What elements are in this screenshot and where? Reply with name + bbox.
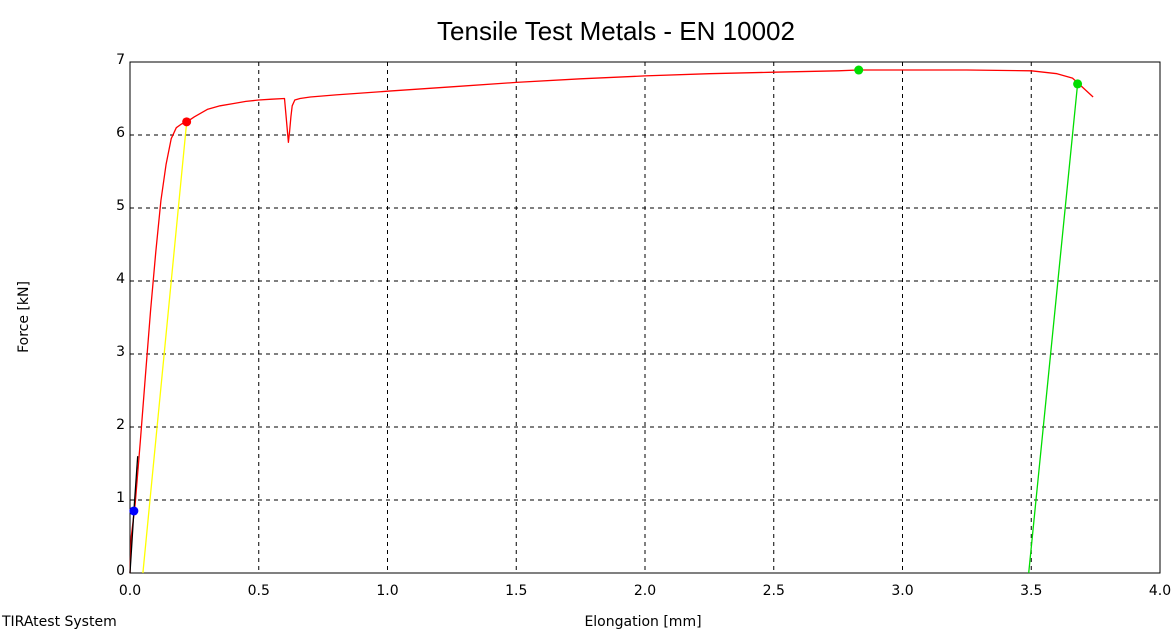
y-tick-label: 3 xyxy=(116,344,125,360)
x-tick-label: 0.0 xyxy=(119,583,141,599)
chart-title: Tensile Test Metals - EN 10002 xyxy=(437,16,795,46)
series-line-3 xyxy=(1028,83,1079,574)
x-tick-label: 0.5 xyxy=(248,583,270,599)
grid xyxy=(130,62,1160,573)
x-tick-label: 1.5 xyxy=(505,583,527,599)
x-tick-label: 4.0 xyxy=(1149,583,1171,599)
series-line-0 xyxy=(129,69,1094,574)
x-tick-label: 2.5 xyxy=(763,583,785,599)
y-tick-label: 2 xyxy=(116,417,125,433)
y-tick-label: 0 xyxy=(116,563,125,579)
series-lines xyxy=(129,69,1094,574)
series-line-2 xyxy=(142,121,188,574)
data-marker-0 xyxy=(129,506,139,516)
data-marker-1 xyxy=(182,117,192,127)
plot-area-frame xyxy=(129,61,1161,574)
x-tick-label: 1.0 xyxy=(376,583,398,599)
footer-text: TIRAtest System xyxy=(1,614,117,630)
x-tick-label: 3.5 xyxy=(1020,583,1042,599)
data-marker-2 xyxy=(854,65,864,75)
y-tick-label: 5 xyxy=(116,198,125,214)
x-tick-label: 3.0 xyxy=(891,583,913,599)
y-axis-label: Force [kN] xyxy=(16,281,32,353)
y-tick-label: 7 xyxy=(116,52,125,68)
data-markers xyxy=(129,65,1083,516)
y-tick-label: 1 xyxy=(116,490,125,506)
x-tick-label: 2.0 xyxy=(634,583,656,599)
data-marker-3 xyxy=(1073,79,1083,89)
x-axis-label: Elongation [mm] xyxy=(584,614,701,630)
y-tick-label: 4 xyxy=(116,271,125,287)
y-tick-label: 6 xyxy=(116,125,125,141)
axis-ticks: 0.0 0.5 1.0 1.5 2.0 2.5 3.0 3.5 4.0 0 1 2 3 4 5 6 7 xyxy=(116,52,1171,599)
